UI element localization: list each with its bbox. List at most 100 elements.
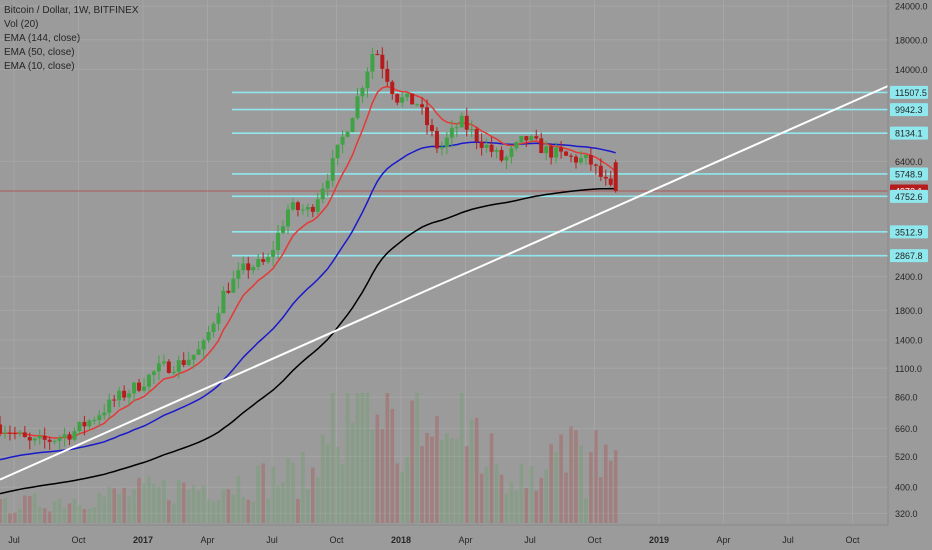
indicator-ema-50[interactable]: EMA (50, close) bbox=[4, 47, 75, 58]
volume-bar bbox=[301, 451, 305, 523]
indicator-ema-144[interactable]: EMA (144, close) bbox=[4, 33, 81, 44]
candle-body bbox=[375, 54, 380, 56]
volume-bar bbox=[27, 496, 32, 523]
volume-bar bbox=[464, 446, 469, 523]
volume-bar bbox=[340, 464, 345, 523]
candle-body bbox=[176, 360, 181, 372]
y-tick-label: 1100.0 bbox=[895, 364, 922, 374]
x-tick-label: Apr bbox=[716, 535, 730, 545]
y-tick-label: 11507.5 bbox=[895, 88, 927, 98]
candle-body bbox=[92, 420, 97, 422]
volume-bar bbox=[425, 433, 429, 523]
volume-bar bbox=[350, 422, 355, 523]
candle-body bbox=[166, 361, 171, 373]
candle-body bbox=[122, 390, 127, 398]
volume-bar bbox=[574, 430, 578, 523]
candle-body bbox=[469, 129, 474, 131]
candle-body bbox=[588, 155, 593, 165]
candle-body bbox=[564, 151, 569, 156]
y-tick-label: 2400.0 bbox=[895, 272, 923, 282]
x-tick-label: Apr bbox=[200, 535, 214, 545]
y-tick-label: 520.0 bbox=[895, 452, 918, 462]
volume-bar bbox=[529, 466, 534, 523]
candle-body bbox=[549, 146, 554, 158]
volume-bar bbox=[608, 460, 613, 523]
volume-bar bbox=[400, 471, 404, 523]
ema-50-line bbox=[0, 141, 616, 461]
candle-body bbox=[405, 93, 410, 98]
candle-body bbox=[57, 437, 62, 441]
candle-body bbox=[464, 115, 469, 130]
y-tick-label: 14000.0 bbox=[895, 65, 928, 75]
candle-body bbox=[598, 165, 603, 177]
x-tick-label: Apr bbox=[458, 535, 472, 545]
candle-body bbox=[295, 202, 300, 211]
volume-bar bbox=[226, 489, 231, 523]
candle-body bbox=[603, 176, 608, 179]
ema-144-line bbox=[0, 187, 616, 495]
candle-body bbox=[514, 142, 519, 149]
candle-body bbox=[459, 115, 464, 128]
candle-body bbox=[613, 162, 618, 192]
x-tick-label: Oct bbox=[845, 535, 860, 545]
candle-body bbox=[474, 129, 479, 142]
volume-bar bbox=[122, 487, 126, 523]
volume-bar bbox=[112, 488, 117, 523]
candle-body bbox=[499, 150, 504, 161]
volume-bar bbox=[87, 509, 92, 523]
candle-body bbox=[256, 259, 261, 268]
candle-body bbox=[454, 127, 459, 129]
volume-bar bbox=[370, 429, 375, 523]
candle-body bbox=[410, 93, 415, 105]
time-axis[interactable]: Jul Oct 2017 Apr Jul Oct 2018 Apr Jul Oct 2019 Apr J… bbox=[0, 524, 888, 545]
candle-body bbox=[434, 130, 439, 149]
candle-body bbox=[569, 155, 574, 157]
volume-bar bbox=[13, 512, 17, 523]
trendline-line[interactable] bbox=[0, 85, 889, 481]
candle-body bbox=[206, 331, 211, 341]
indicator-volume[interactable]: Vol (20) bbox=[4, 19, 39, 30]
volume-bar bbox=[276, 486, 280, 523]
volume-bar bbox=[102, 496, 107, 523]
candle-body bbox=[385, 68, 390, 82]
candle-body bbox=[479, 141, 484, 148]
volume-bar bbox=[152, 483, 156, 523]
level-badge bbox=[890, 189, 928, 203]
volume-bar bbox=[186, 489, 191, 523]
candle-body bbox=[261, 259, 266, 262]
candle-body bbox=[271, 250, 276, 257]
candle-body bbox=[156, 363, 161, 372]
candle-body bbox=[300, 209, 305, 211]
candle-body bbox=[226, 290, 231, 293]
candle-body bbox=[290, 202, 295, 210]
volume-bar bbox=[589, 452, 593, 523]
candle-body bbox=[47, 439, 52, 442]
volume-bar bbox=[37, 506, 42, 523]
volume-bar bbox=[320, 434, 325, 523]
volume-bar bbox=[415, 393, 419, 523]
trendline[interactable] bbox=[0, 85, 889, 481]
candle-body bbox=[340, 136, 345, 145]
candle-body bbox=[181, 360, 186, 365]
symbol-title[interactable]: Bitcoin / Dollar, 1W, BITFINEX bbox=[4, 5, 139, 16]
candle-body bbox=[350, 118, 355, 132]
candle-body bbox=[444, 137, 449, 147]
candle-body bbox=[97, 415, 102, 421]
volume-bar bbox=[291, 462, 295, 523]
indicator-ema-10[interactable]: EMA (10, close) bbox=[4, 61, 75, 72]
y-tick-label: 2867.8 bbox=[895, 251, 923, 261]
y-tick-label: 5748.9 bbox=[895, 169, 923, 179]
volume-bar bbox=[127, 496, 131, 523]
volume-bar bbox=[534, 490, 539, 523]
volume-bar bbox=[241, 497, 246, 523]
candle-body bbox=[236, 270, 241, 279]
candle-body bbox=[281, 226, 286, 233]
candle-body bbox=[285, 209, 290, 227]
volume-bar bbox=[360, 393, 365, 523]
candle-body bbox=[22, 432, 27, 438]
y-tick-label: 1800.0 bbox=[895, 306, 923, 316]
candle-body bbox=[335, 144, 340, 159]
price-axis[interactable]: 24000.0 18000.0 14000.0 11507.5 9942.3 8134.1… bbox=[887, 0, 928, 525]
volume-bar bbox=[221, 489, 226, 523]
